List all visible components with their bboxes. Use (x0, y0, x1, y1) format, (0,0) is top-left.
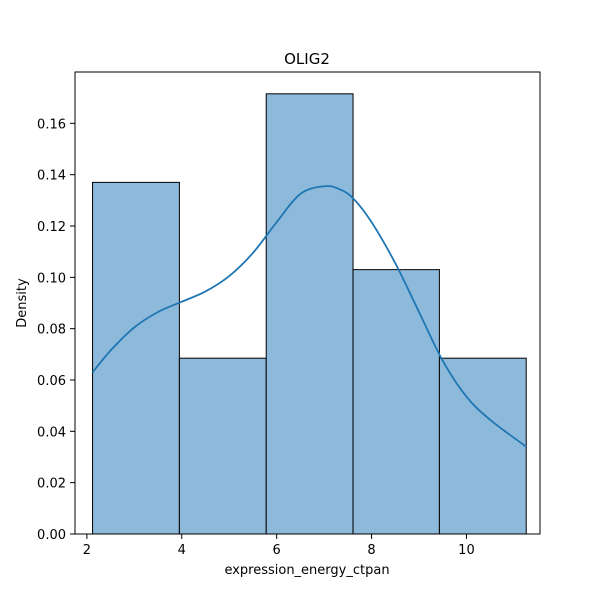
y-tick-label: 0.08 (37, 323, 66, 338)
kde-curve (91, 185, 527, 448)
y-axis-ticks: 0.00 0.02 0.04 0.06 0.08 0.10 0.12 0.14 0.16 (37, 117, 75, 543)
y-tick-label: 0.04 (37, 425, 66, 440)
kde-layer (91, 185, 527, 448)
y-tick-label: 0.10 (37, 271, 66, 286)
x-tick-label: 2 (83, 543, 91, 558)
x-tick-label: 10 (458, 543, 475, 558)
x-axis-label: expression_energy_ctpan (224, 563, 389, 578)
x-tick-label: 8 (367, 543, 375, 558)
y-tick-label: 0.14 (37, 169, 66, 184)
y-tick-label: 0.00 (37, 528, 66, 543)
chart-title: OLIG2 (284, 50, 330, 68)
bars-layer (92, 93, 527, 535)
y-tick-label: 0.16 (37, 117, 66, 132)
histogram-bar-4 (352, 269, 440, 535)
histogram-bar-3 (265, 93, 354, 535)
x-tick-label: 6 (273, 543, 281, 558)
histogram-bar-1 (92, 181, 180, 535)
x-tick-label: 4 (178, 543, 186, 558)
histogram-bar-2 (178, 357, 267, 535)
y-tick-label: 0.12 (37, 220, 66, 235)
y-tick-label: 0.06 (37, 374, 66, 389)
y-axis-label: Density (15, 278, 30, 328)
x-axis-ticks: 2 4 6 8 10 (83, 534, 475, 558)
y-tick-label: 0.02 (37, 477, 66, 492)
plot-frame (74, 71, 541, 535)
histogram-bar-5 (438, 357, 527, 535)
